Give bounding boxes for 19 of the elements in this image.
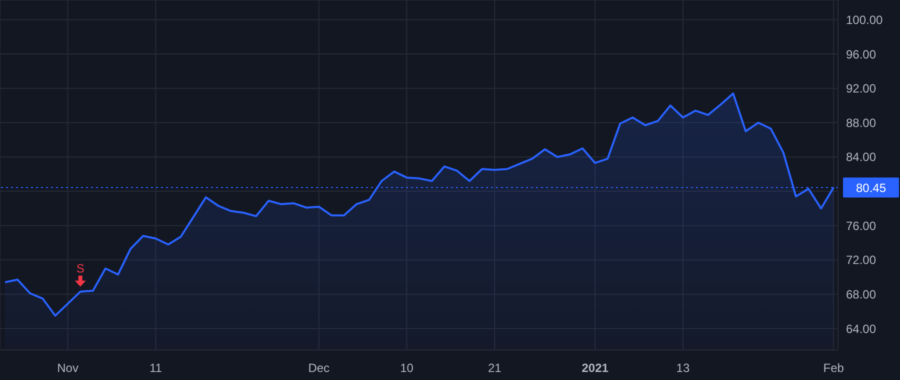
ref-line-label: 80.45 bbox=[856, 180, 886, 195]
y-tick-label: 68.00 bbox=[846, 288, 876, 302]
x-tick-label: 21 bbox=[488, 361, 502, 375]
y-tick-label: 64.00 bbox=[846, 322, 876, 336]
x-tick-label: Feb bbox=[823, 361, 844, 375]
y-tick-label: 72.00 bbox=[846, 253, 876, 268]
x-tick-label: 2021 bbox=[582, 361, 609, 375]
x-tick-label: 11 bbox=[149, 361, 162, 375]
annotation: S bbox=[76, 262, 84, 276]
x-tick-label: 13 bbox=[676, 361, 690, 375]
y-tick-label: 96.00 bbox=[846, 47, 876, 62]
x-tick-label: Nov bbox=[57, 361, 78, 375]
y-tick-label: 76.00 bbox=[846, 218, 876, 233]
y-tick-label: 92.00 bbox=[846, 82, 876, 96]
y-tick-label: 100.00 bbox=[846, 12, 884, 27]
y-tick-label: 84.00 bbox=[846, 150, 876, 164]
y-tick-label: 88.00 bbox=[846, 116, 876, 130]
x-tick-label: Dec bbox=[308, 361, 330, 375]
x-tick-label: 10 bbox=[400, 361, 414, 375]
